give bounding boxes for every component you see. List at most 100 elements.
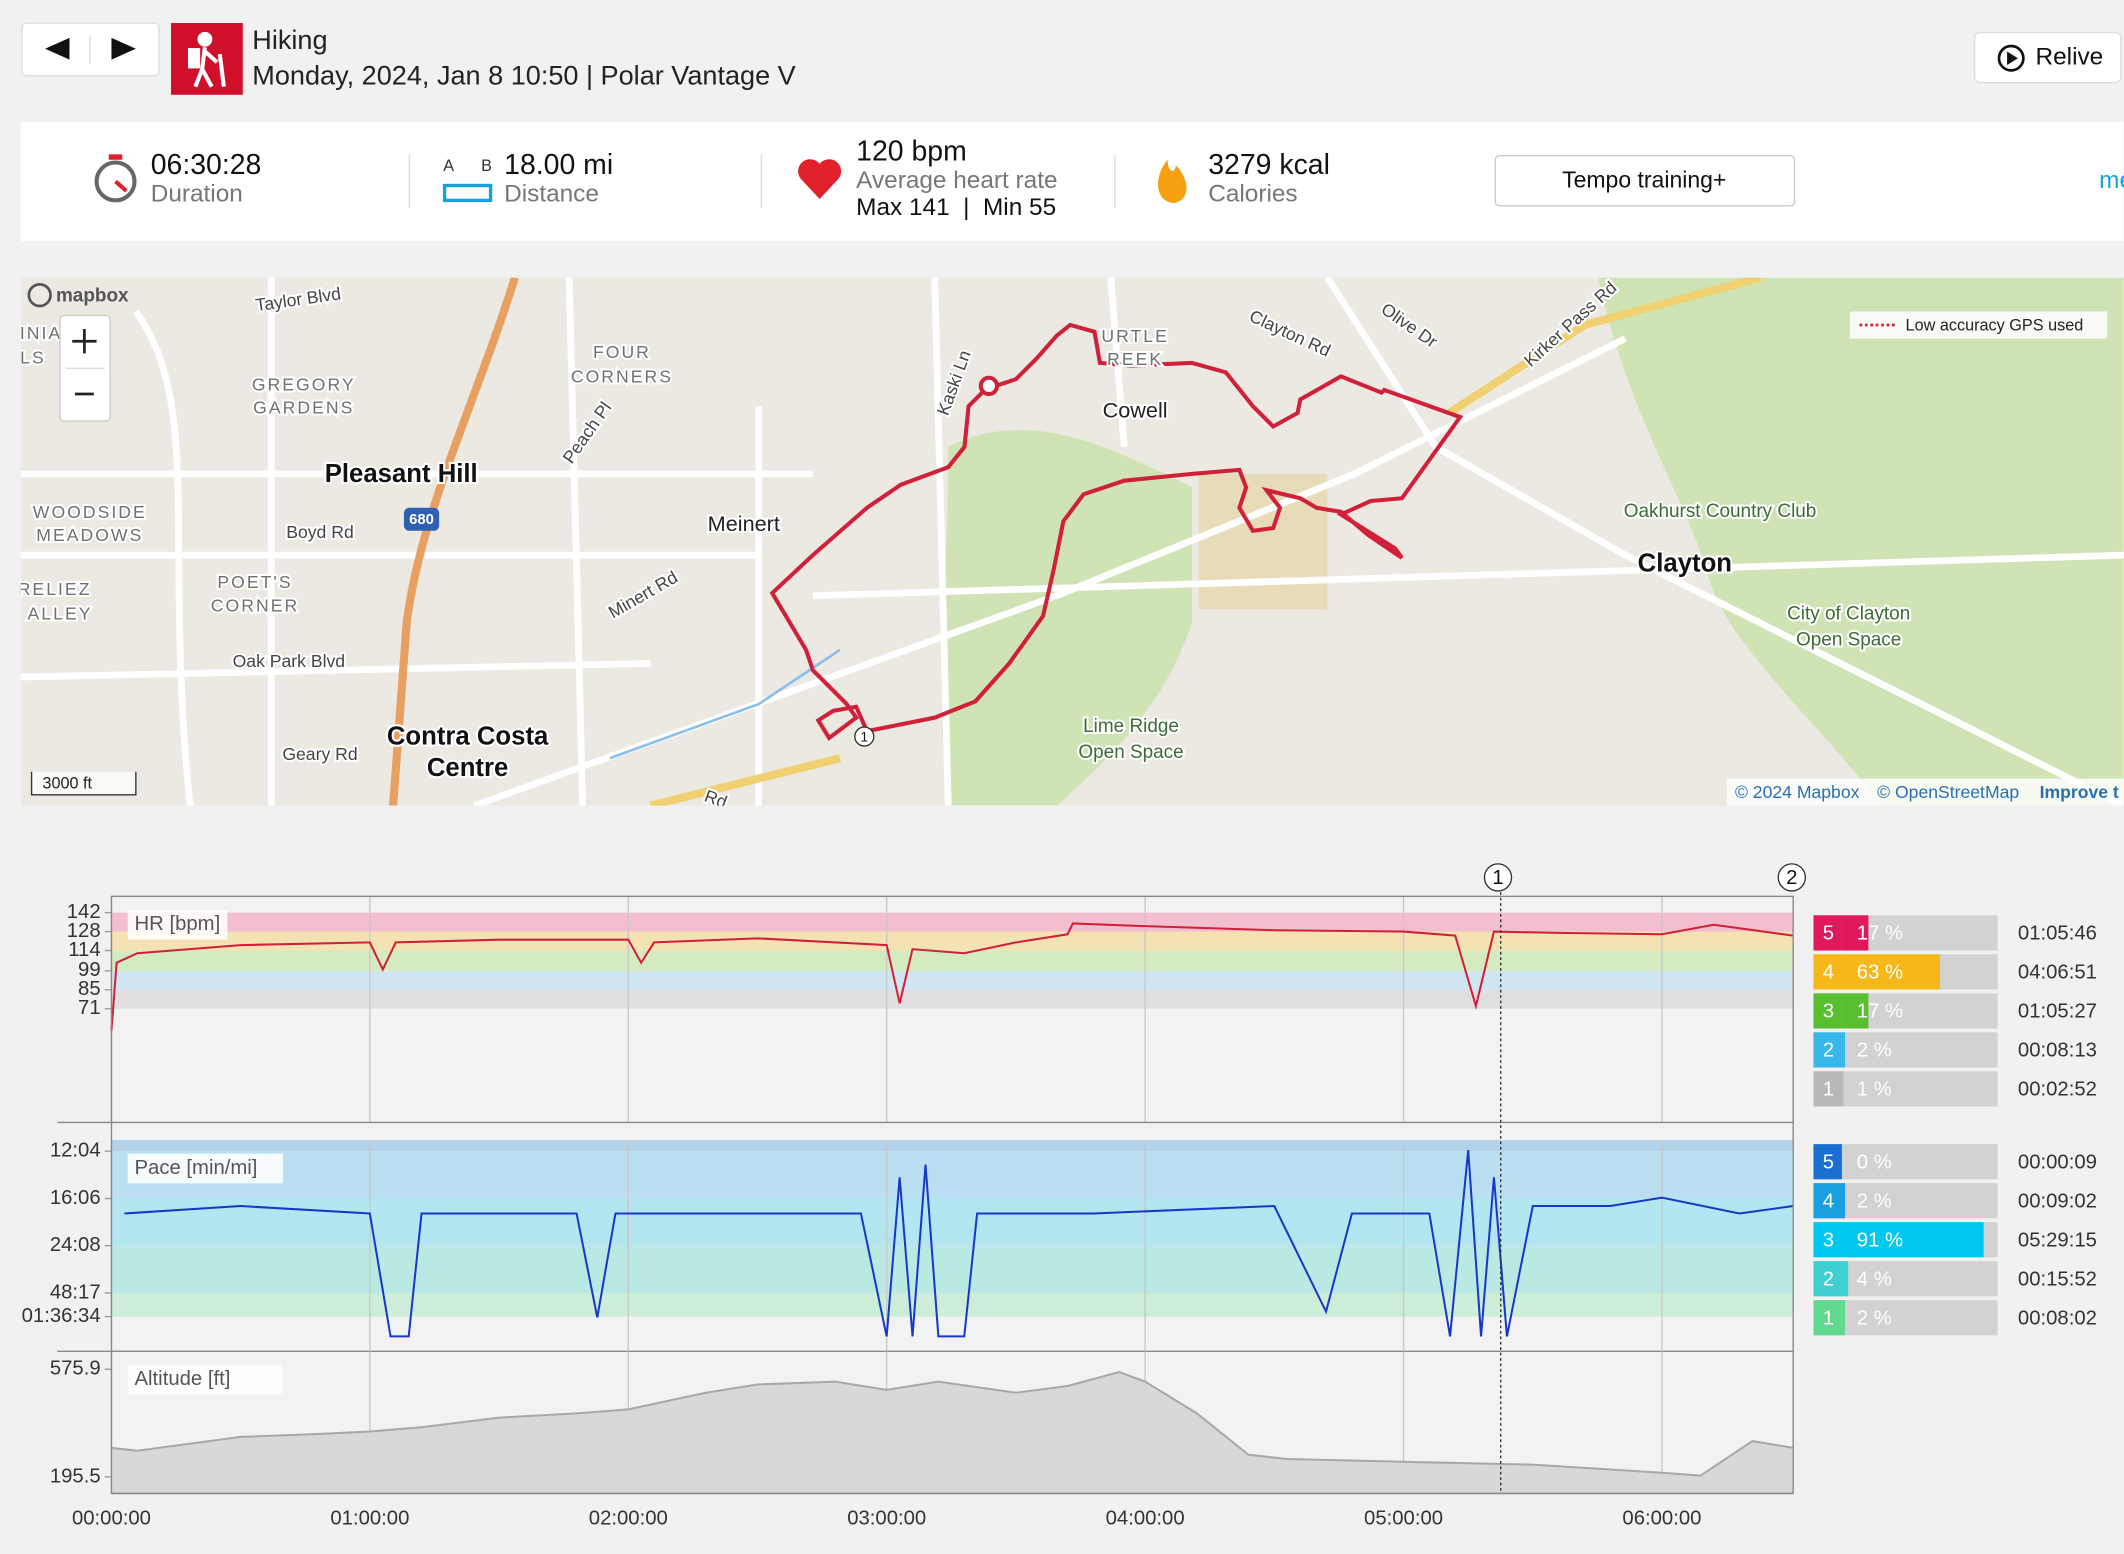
zone-band [111,989,1794,1009]
zone-percent: 63 % [1857,962,1903,984]
map-label: GREGORY [252,375,356,395]
attribution-osm[interactable]: © OpenStreetMap [1877,782,2019,802]
x-tick-label: 03:00:00 [847,1508,926,1530]
chart-title: Pace [min/mi] [134,1157,257,1179]
chart-title-bg [127,909,228,940]
map-label: URTLE [1101,326,1169,346]
zone-bar [1841,993,1869,1029]
y-tick-label: 48:17 [50,1281,101,1303]
map-label: Meinert [708,511,780,536]
zone-duration: 00:00:09 [2018,1151,2097,1173]
y-tick-label: 575.9 [50,1358,101,1380]
map-label: RELIEZ [18,579,92,599]
zone-swatch [1813,1222,1842,1258]
zone-number: 3 [1823,1229,1834,1251]
x-tick-label: 02:00:00 [589,1508,668,1530]
map-label: City of Clayton [1787,604,1910,625]
lap-marker-label: 2 [1786,867,1797,889]
y-tick-label: 99 [78,959,101,981]
zone-number: 5 [1823,923,1834,945]
chart-frame [110,895,1794,1495]
y-tick-label: 195.5 [50,1465,101,1487]
zone-bar [1841,915,1869,951]
activity-name: Hiking [252,24,327,55]
zone-number: 3 [1823,1001,1834,1023]
zone-bar [1841,954,1941,990]
zone-bar [1841,1183,1846,1219]
duration-value: 06:30:28 [151,149,262,181]
map-label: REEK [1107,349,1163,369]
lap-marker[interactable] [1483,863,1513,892]
chart-title-bg [127,1153,283,1184]
zone-row-bg [1813,1071,1998,1107]
map-label: ALLEY [28,603,93,623]
y-tick-label: 142 [67,901,101,923]
activity-details: Monday, 2024, Jan 8 10:50 | Polar Vantag… [252,59,795,90]
map-label: CORNERS [571,366,673,386]
map-label: Contra Costa [387,723,549,751]
map-label: POET'S [217,572,292,592]
map-label: Clayton [1638,549,1732,577]
zone-band [111,912,1794,932]
distance-icon-a: A [443,157,454,175]
zone-number: 5 [1823,1151,1834,1173]
map-label: Cowell [1103,397,1168,422]
x-tick-label: 05:00:00 [1364,1508,1443,1530]
attribution-improve[interactable]: Improve t [2040,782,2119,802]
play-icon [1997,44,2025,72]
zone-number: 2 [1823,1040,1834,1062]
y-tick-label: 114 [68,939,100,961]
training-button[interactable] [1494,155,1796,207]
zone-swatch [1813,1261,1842,1297]
lap-marker[interactable] [1777,863,1807,892]
distance-label: Distance [504,180,599,207]
start-marker [978,375,1000,397]
zone-duration: 00:09:02 [2018,1190,2097,1212]
map-label: Pleasant Hill [325,460,478,488]
zone-percent: 91 % [1857,1229,1903,1251]
zone-duration: 00:02:52 [2018,1079,2097,1101]
y-tick-label: 24:08 [50,1234,101,1256]
hr-label: Average heart rate [856,167,1057,194]
series-line [110,922,1794,1031]
y-tick-label: 12:04 [50,1140,101,1162]
y-tick-label: 85 [78,978,101,1000]
zone-swatch [1813,1071,1842,1107]
zone-band [111,1245,1794,1293]
zone-swatch [1813,915,1842,951]
zone-band [111,1292,1794,1317]
zone-duration: 00:08:02 [2018,1307,2097,1329]
altitude-area [111,1372,1794,1494]
attribution-mapbox[interactable]: © 2024 Mapbox [1735,782,1860,802]
ruler-icon [442,183,493,203]
more-link[interactable]: me [2099,167,2124,194]
zone-swatch [1813,1183,1842,1219]
zone-row-bg [1813,1144,1998,1180]
lap-marker-label: 1 [1492,867,1503,889]
relive-label[interactable]: Relive [2036,44,2104,71]
roads [20,277,2124,806]
highway-shield [403,507,440,531]
hr-value: 120 bpm [856,136,967,168]
summary-card [20,121,2124,242]
zone-band [111,970,1794,990]
series-line [124,1150,1794,1338]
x-tick-label: 01:00:00 [330,1508,409,1530]
zone-bar [1841,1222,1984,1258]
map-label: Oak Park Blvd [233,651,345,671]
map[interactable]: 1 680 Taylor BlvdGREGORYGARDENSFOURCORNE… [18,277,2124,812]
zone-swatch [1813,1032,1842,1068]
zone-band [111,1151,1794,1199]
flame-icon [1158,159,1187,204]
hr-range: Max 141 | Min 55 [856,194,1056,221]
next-button[interactable] [111,37,136,60]
training-label[interactable]: Tempo training+ [1562,167,1726,193]
kirker-pass-road [649,277,1762,806]
prev-button[interactable] [45,37,70,60]
zone-percent: 2 % [1857,1040,1892,1062]
map-label: FOUR [593,342,651,362]
lap-marker-label: 1 [861,730,869,745]
zoom-in[interactable] [72,329,97,354]
